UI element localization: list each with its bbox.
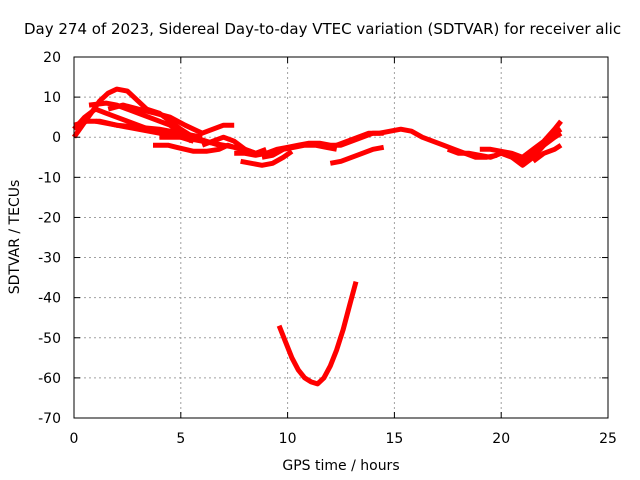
x-tick-label: 15 — [385, 431, 403, 447]
x-tick-label: 5 — [176, 431, 185, 447]
y-tick-label: -20 — [38, 210, 61, 226]
series-arc-17 — [479, 119, 563, 160]
series-arc-12 — [240, 149, 294, 168]
y-tick-label: -60 — [38, 371, 61, 387]
y-tick-label: -50 — [38, 331, 61, 347]
y-tick-label: 0 — [52, 130, 61, 146]
y-axis-ticks: 20 10 0 -10 -20 -30 -40 -50 -60 -70 — [38, 50, 608, 427]
plot-frame — [73, 56, 609, 419]
y-tick-label: 20 — [43, 50, 61, 66]
series-arc-4 — [88, 100, 193, 144]
x-tick-label: 0 — [70, 431, 79, 447]
data-series — [71, 86, 563, 387]
series-arc-19 — [531, 143, 563, 164]
series-arc-14 — [329, 144, 385, 166]
series-arc-18 — [510, 127, 563, 168]
x-tick-label: 10 — [279, 431, 297, 447]
y-tick-label: -70 — [38, 411, 61, 427]
y-tick-label: -10 — [38, 170, 61, 186]
series-arc-13 — [261, 142, 338, 160]
y-tick-label: -30 — [38, 251, 61, 267]
x-axis-ticks: 0 5 10 15 20 25 — [70, 57, 617, 447]
x-axis-label: GPS time / hours — [282, 458, 399, 474]
y-axis-label: SDTVAR / TECUs — [7, 180, 23, 295]
y-tick-label: 10 — [43, 90, 61, 106]
series-arc-6 — [107, 102, 235, 136]
x-tick-label: 20 — [492, 431, 510, 447]
x-tick-label: 25 — [599, 431, 617, 447]
chart-title: Day 274 of 2023, Sidereal Day-to-day VTE… — [24, 20, 621, 38]
series-arc-20 — [276, 280, 359, 387]
y-tick-label: -40 — [38, 291, 61, 307]
